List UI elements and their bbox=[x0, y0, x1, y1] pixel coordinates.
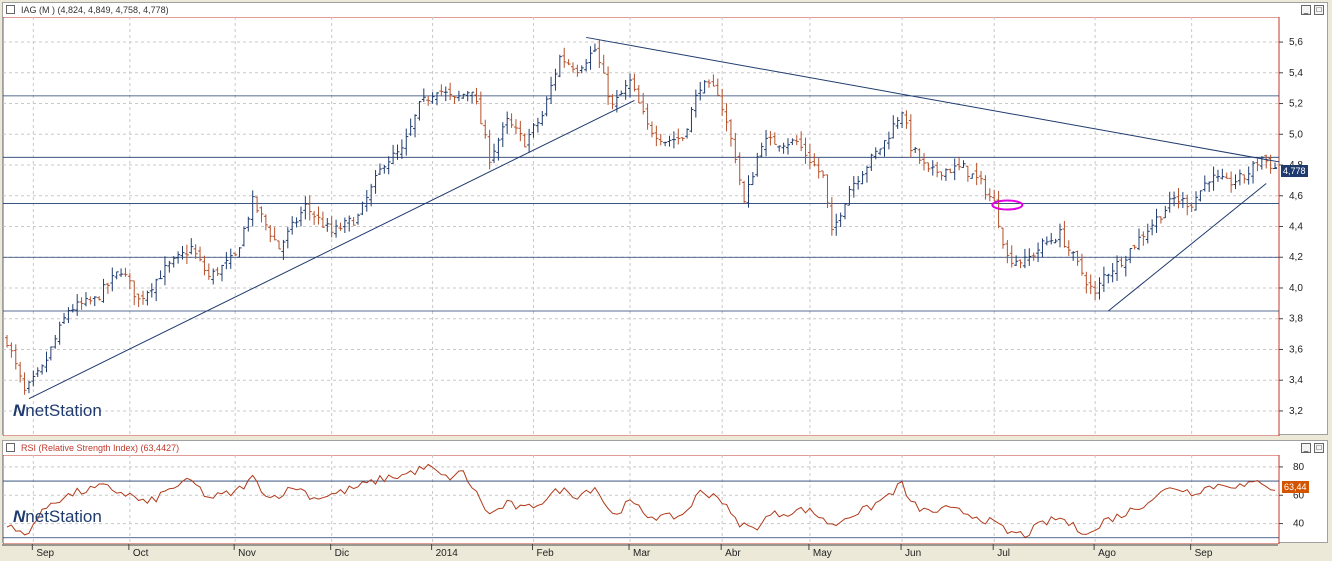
last-price-tag: 4,778 bbox=[1281, 165, 1308, 177]
trendline bbox=[586, 36, 1280, 163]
price-y-tick-label: 5,0 bbox=[1289, 129, 1303, 140]
rsi-logo-n-icon: N bbox=[13, 507, 26, 526]
x-axis-tick-label: Sep bbox=[1195, 548, 1213, 559]
x-axis-tick-label: Nov bbox=[238, 548, 256, 559]
ohlc-bars bbox=[5, 40, 1277, 395]
minimize-icon[interactable]: _ bbox=[1301, 5, 1311, 15]
rsi-last-value-tag: 63,44 bbox=[1282, 481, 1309, 493]
rsi-minimize-icon[interactable]: _ bbox=[1301, 443, 1311, 453]
price-y-tick-label: 5,6 bbox=[1289, 37, 1303, 48]
rsi-chart-svg: 40 60 80 bbox=[3, 455, 1305, 544]
maximize-icon[interactable]: □ bbox=[1314, 5, 1324, 15]
rsi-y-tick-label: 80 bbox=[1293, 462, 1305, 473]
price-y-tick-label: 5,4 bbox=[1289, 68, 1303, 79]
panel-checkbox[interactable] bbox=[6, 5, 15, 14]
price-y-tick-label: 3,2 bbox=[1289, 406, 1303, 417]
rsi-chart-titlebar: RSI (Relative Strength Index) (63,4427) … bbox=[3, 441, 1327, 455]
rsi-maximize-icon[interactable]: □ bbox=[1314, 443, 1324, 453]
x-axis-tick-label: Dic bbox=[335, 548, 349, 559]
rsi-netstation-logo: NnetStation bbox=[13, 507, 102, 527]
x-axis-tick-label: Jun bbox=[905, 548, 921, 559]
price-y-tick-label: 4,2 bbox=[1289, 252, 1303, 263]
price-y-tick-label: 3,8 bbox=[1289, 314, 1303, 325]
x-axis-tick-label: May bbox=[813, 548, 832, 559]
rsi-plot-area bbox=[3, 455, 1280, 544]
x-axis-tick-label: Oct bbox=[133, 548, 149, 559]
x-axis-tick-label: Jul bbox=[997, 548, 1010, 559]
gap-highlight-ellipse bbox=[991, 199, 1024, 211]
x-axis-tick-label: 2014 bbox=[436, 548, 459, 559]
price-chart-panel: IAG (M ) (4,824, 4,849, 4,758, 4,778) _ … bbox=[2, 2, 1328, 436]
netstation-logo: NnetStation bbox=[13, 401, 102, 421]
rsi-panel-checkbox[interactable] bbox=[6, 443, 15, 452]
x-axis: Sep Oct Nov Dic 2014 Feb Mar Abr May Jun Jul Ago Sep bbox=[2, 544, 1278, 559]
price-y-tick-label: 3,4 bbox=[1289, 375, 1303, 386]
price-y-tick-label: 4,0 bbox=[1289, 283, 1303, 294]
rsi-y-tick-label: 40 bbox=[1293, 519, 1305, 530]
price-y-tick-label: 4,6 bbox=[1289, 191, 1303, 202]
x-axis-tick-label: Mar bbox=[633, 548, 651, 559]
price-chart-title: IAG (M ) (4,824, 4,849, 4,758, 4,778) bbox=[21, 5, 169, 15]
rsi-chart-panel: RSI (Relative Strength Index) (63,4427) … bbox=[2, 440, 1328, 544]
trendline bbox=[28, 100, 635, 400]
rsi-logo-text: netStation bbox=[25, 507, 102, 526]
x-axis-tick-label: Ago bbox=[1098, 548, 1116, 559]
rsi-series-line bbox=[6, 463, 1276, 539]
trendline bbox=[1107, 183, 1267, 312]
logo-n-icon: N bbox=[13, 401, 26, 420]
x-axis-tick-label: Feb bbox=[537, 548, 555, 559]
x-axis-tick-label: Abr bbox=[725, 548, 741, 559]
rsi-chart-title: RSI (Relative Strength Index) (63,4427) bbox=[21, 443, 180, 453]
rsi-y-tick-label: 60 bbox=[1293, 490, 1305, 501]
price-chart-titlebar: IAG (M ) (4,824, 4,849, 4,758, 4,778) _ … bbox=[3, 3, 1327, 17]
price-chart-svg: 3,23,43,63,84,04,24,44,64,85,05,25,45,6 bbox=[3, 17, 1303, 436]
price-y-tick-label: 4,4 bbox=[1289, 222, 1303, 233]
price-y-tick-label: 3,6 bbox=[1289, 344, 1303, 355]
x-axis-tick-label: Sep bbox=[36, 548, 54, 559]
price-y-tick-label: 5,2 bbox=[1289, 99, 1303, 110]
logo-text: netStation bbox=[25, 401, 102, 420]
